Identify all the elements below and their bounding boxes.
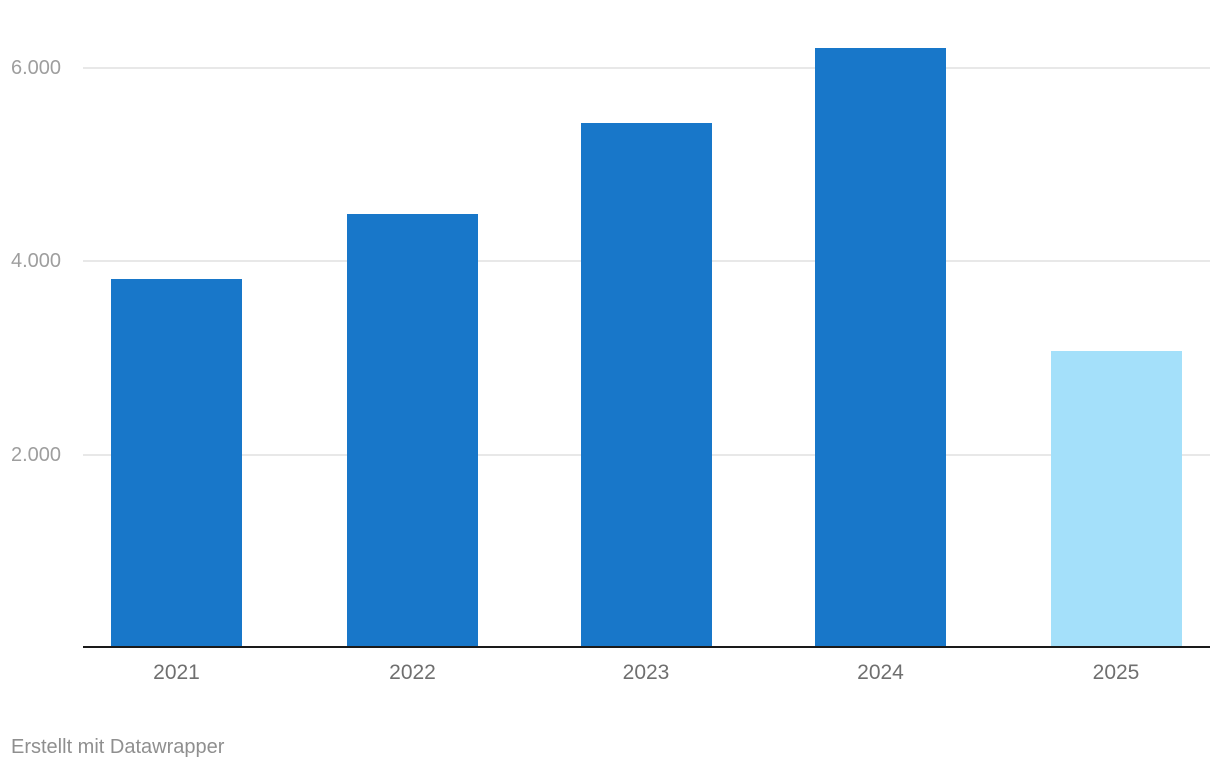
- gridline-6000: [83, 67, 1210, 69]
- y-tick-label-4000: 4.000: [11, 250, 62, 273]
- attribution-text: Erstellt mit Datawrapper: [11, 736, 225, 758]
- x-tick-label-2021: 2021: [153, 661, 200, 684]
- y-tick-label-2000: 2.000: [11, 443, 62, 466]
- bar-2025[interactable]: [1050, 351, 1182, 648]
- x-axis-line: [83, 646, 1210, 648]
- bar-2024[interactable]: [815, 47, 946, 648]
- x-tick-label-2025: 2025: [1092, 661, 1140, 684]
- bar-2023[interactable]: [580, 123, 712, 648]
- y-tick-label-6000: 6.000: [11, 57, 62, 79]
- x-tick-label-2022: 2022: [389, 661, 436, 684]
- x-tick-label-2023: 2023: [622, 661, 670, 684]
- plot-area: 2.000 4.000 6.000 2021 2022 2023 2024 2025: [11, 47, 1210, 684]
- x-tick-label-2024: 2024: [857, 661, 904, 684]
- bar-2021[interactable]: [111, 278, 242, 648]
- bar-2022[interactable]: [347, 213, 478, 648]
